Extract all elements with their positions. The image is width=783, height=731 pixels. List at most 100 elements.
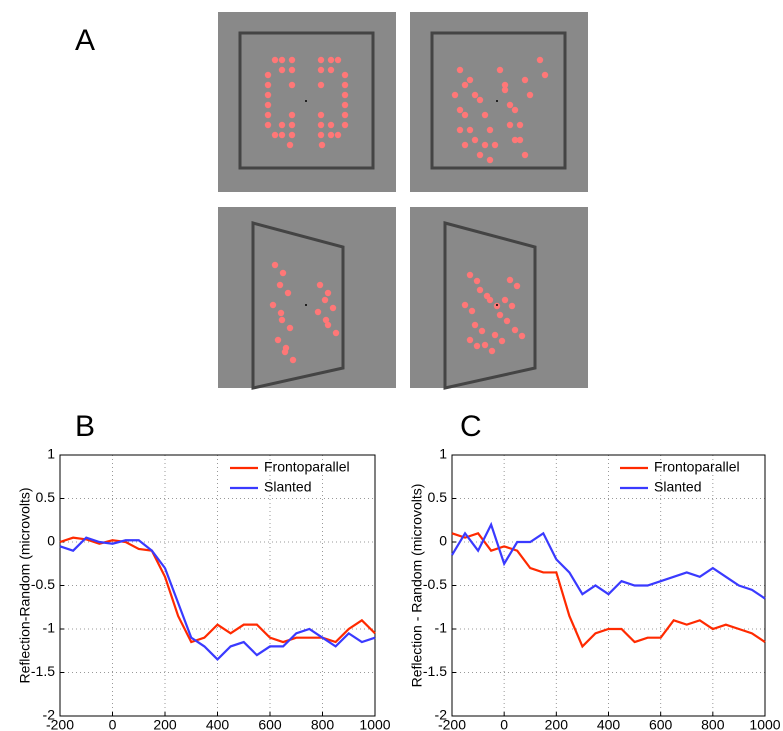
dot xyxy=(271,261,279,269)
series-line xyxy=(451,521,766,600)
dot xyxy=(341,101,349,109)
dot xyxy=(316,281,324,289)
axes-frame xyxy=(451,454,766,717)
y-tick-label: -0.5 xyxy=(31,576,55,592)
dot xyxy=(288,131,296,139)
dot xyxy=(516,136,524,144)
dot xyxy=(324,321,332,329)
dot xyxy=(264,111,272,119)
dot xyxy=(506,121,514,129)
stimulus-bg xyxy=(410,207,588,388)
x-tick-label: -200 xyxy=(46,717,74,731)
dot xyxy=(271,131,279,139)
dot xyxy=(501,86,509,94)
dot xyxy=(486,156,494,164)
dot xyxy=(278,121,286,129)
dot xyxy=(271,56,279,64)
x-tick-label: 200 xyxy=(153,717,177,731)
dot xyxy=(341,91,349,99)
dot xyxy=(279,269,287,277)
y-axis-label: Reflection - Random (microvolts) xyxy=(409,484,425,688)
dot xyxy=(288,56,296,64)
dot xyxy=(317,81,325,89)
fixation xyxy=(496,304,498,306)
dot xyxy=(264,81,272,89)
dot xyxy=(334,56,342,64)
dot xyxy=(513,282,521,290)
dot xyxy=(264,71,272,79)
y-tick-label: 0.5 xyxy=(36,489,56,505)
dot xyxy=(278,316,286,324)
dot xyxy=(288,111,296,119)
dot xyxy=(327,56,335,64)
dot xyxy=(521,76,529,84)
x-tick-label: 0 xyxy=(500,717,508,731)
dot xyxy=(278,131,286,139)
dot xyxy=(317,66,325,74)
dot xyxy=(269,301,277,309)
x-tick-label: 0 xyxy=(109,717,117,731)
x-tick-label: 600 xyxy=(649,717,673,731)
y-tick-label: -0.5 xyxy=(423,576,447,592)
dot xyxy=(466,126,474,134)
dot xyxy=(461,141,469,149)
dot xyxy=(481,341,489,349)
y-tick-label: -2 xyxy=(435,707,448,723)
dot xyxy=(341,121,349,129)
dot xyxy=(511,106,519,114)
frame xyxy=(430,31,567,170)
dot xyxy=(327,66,335,74)
y-tick-label: 1 xyxy=(439,446,447,462)
dot xyxy=(327,121,335,129)
dot xyxy=(476,286,484,294)
y-tick-label: -1 xyxy=(435,620,448,636)
y-axis-label: Reflection-Random (microvolts) xyxy=(17,487,33,683)
series-line xyxy=(451,532,766,649)
dot xyxy=(288,81,296,89)
x-tick-label: 800 xyxy=(311,717,335,731)
dot xyxy=(284,289,292,297)
dot xyxy=(466,336,474,344)
dot xyxy=(264,91,272,99)
dot xyxy=(317,56,325,64)
dot xyxy=(451,91,459,99)
dot xyxy=(491,141,499,149)
dot xyxy=(481,141,489,149)
dot xyxy=(277,309,285,317)
dot xyxy=(332,329,340,337)
dot xyxy=(324,289,332,297)
dot xyxy=(288,121,296,129)
x-tick-label: 600 xyxy=(258,717,282,731)
x-tick-label: 1000 xyxy=(359,717,390,731)
fixation xyxy=(305,100,307,102)
dot xyxy=(264,121,272,129)
legend-label: Frontoparallel xyxy=(264,459,350,475)
y-tick-label: -1.5 xyxy=(31,663,55,679)
dot xyxy=(278,66,286,74)
dot xyxy=(466,76,474,84)
y-tick-label: 1 xyxy=(47,446,55,462)
frame xyxy=(238,31,375,170)
dot xyxy=(501,81,509,89)
fixation xyxy=(496,100,498,102)
series-line xyxy=(59,536,376,662)
dot xyxy=(461,81,469,89)
dot xyxy=(503,317,511,325)
axes-frame xyxy=(59,454,376,717)
dot xyxy=(322,316,330,324)
stimulus-bg xyxy=(218,12,396,192)
x-tick-label: 1000 xyxy=(749,717,780,731)
dot xyxy=(264,101,272,109)
frame xyxy=(251,221,345,390)
y-tick-label: -1.5 xyxy=(423,663,447,679)
dot xyxy=(276,281,284,289)
dot xyxy=(341,81,349,89)
dot xyxy=(286,141,294,149)
dot xyxy=(496,66,504,74)
dot xyxy=(334,131,342,139)
dot xyxy=(541,71,549,79)
frame xyxy=(443,221,537,390)
dot xyxy=(329,304,337,312)
dot xyxy=(508,302,516,310)
